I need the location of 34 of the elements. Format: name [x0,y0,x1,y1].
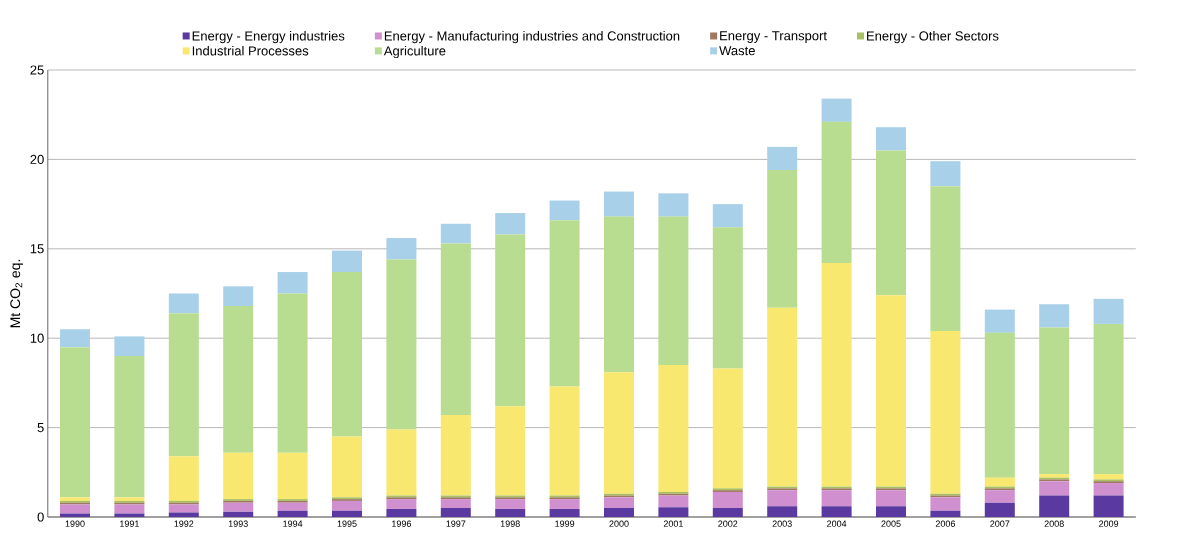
legend-label: Industrial Processes [192,45,309,56]
x-tick-label: 1995 [337,520,357,527]
y-tick-label: 15 [30,244,44,254]
x-tick-label: 1996 [392,520,412,527]
x-tick-label: 1992 [174,520,194,527]
y-tick-label: 0 [37,512,44,522]
y-tick-label: 5 [37,423,44,433]
x-tick-label: 2006 [935,520,956,527]
x-tick-label: 1999 [555,520,575,527]
x-tick-label: 2008 [1044,520,1064,527]
legend-label: Energy - Transport [720,31,827,43]
legend-label: Energy - Manufacturing industries and Construction [384,31,680,44]
x-tick-label: 2001 [663,520,683,527]
x-tick-label: 1998 [500,520,520,527]
x-tick-label: 1991 [120,520,139,527]
x-tick-label: 1994 [283,520,303,527]
x-tick-label: 2005 [881,520,901,527]
y-tick-label: 20 [30,154,44,164]
x-tick-label: 2004 [827,520,847,527]
y-tick-label: 10 [30,333,44,343]
legend-label: Energy - Energy industries [192,31,345,44]
x-tick-label: 2007 [990,520,1010,527]
x-tick-label: 2003 [772,520,792,527]
y-tick-label: 25 [30,65,44,75]
x-tick-label: 1990 [65,520,85,527]
legend-label: Energy - Other Sectors [867,31,999,44]
legend-label: Waste [719,46,755,56]
x-tick-label: 1997 [446,520,466,527]
x-tick-label: 1993 [228,520,248,527]
x-tick-label: 2009 [1099,520,1119,527]
x-tick-label: 2002 [718,520,738,527]
x-tick-label: 2000 [609,520,629,527]
legend-label: Agriculture [383,45,446,59]
y-axis-title: Mt CO$_{2}$ eq. [10,259,23,328]
